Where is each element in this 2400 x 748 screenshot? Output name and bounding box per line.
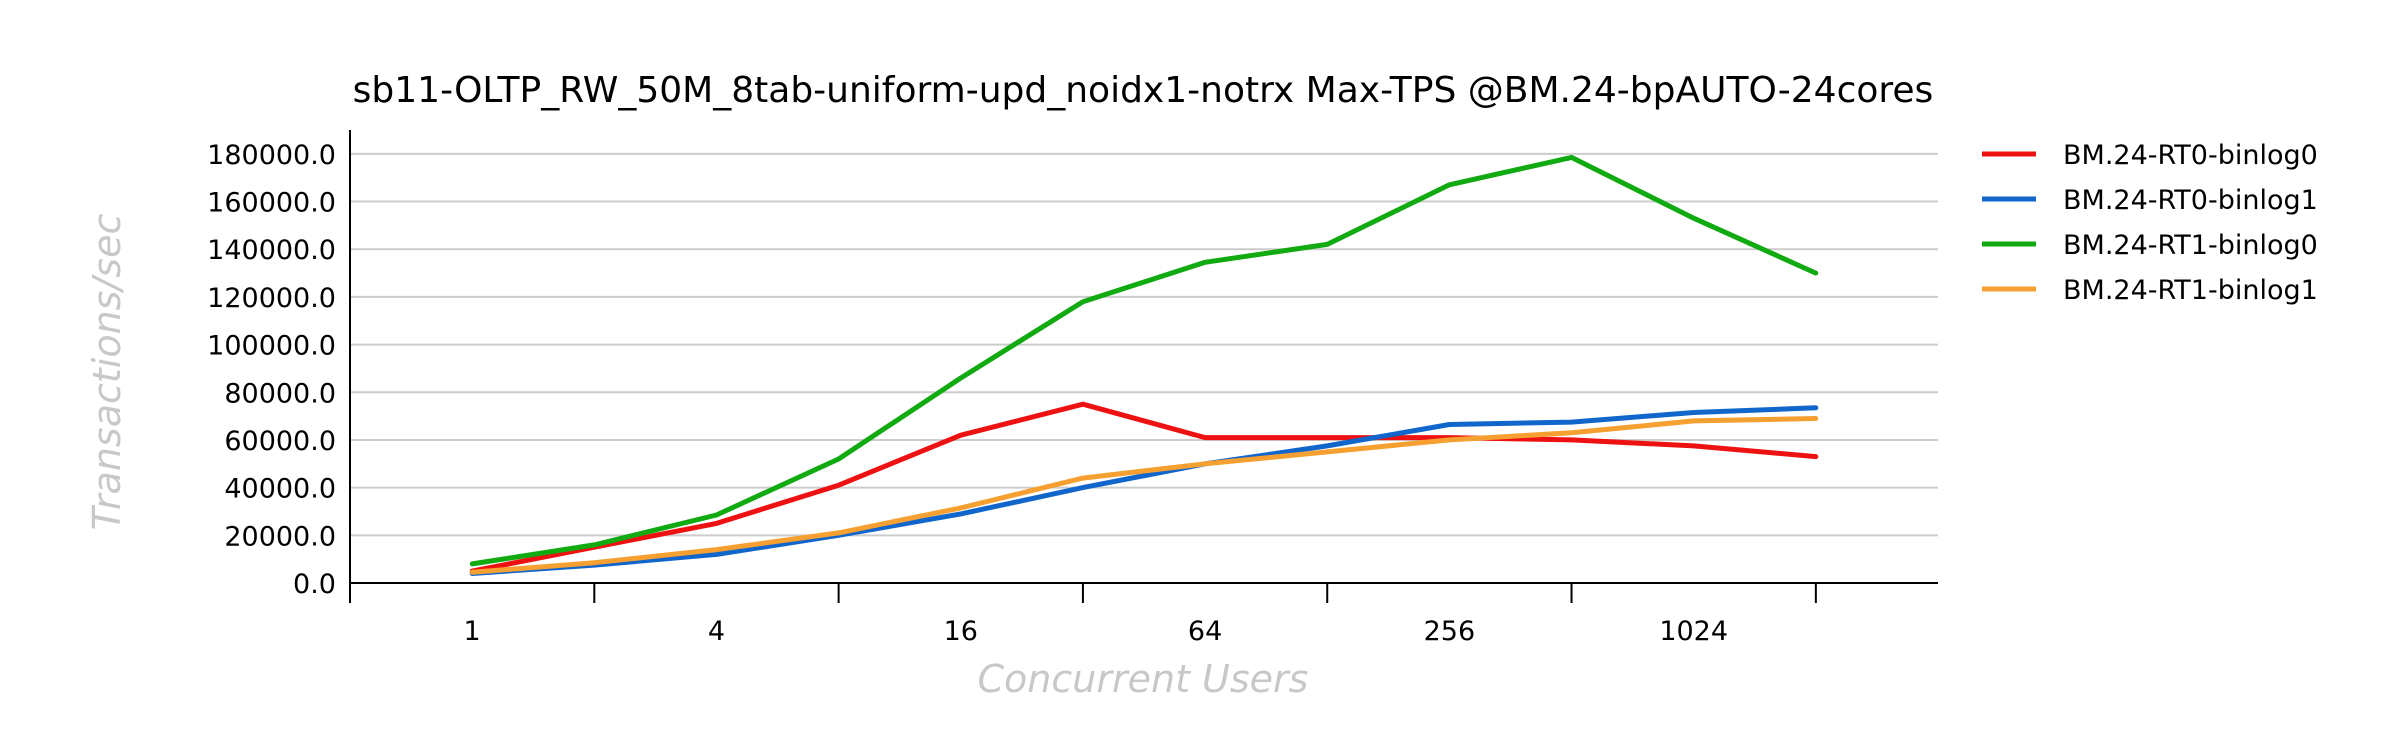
series-line-2 xyxy=(469,405,1819,576)
y-tick-label: 20000.0 xyxy=(224,521,336,552)
chart-title: sb11-OLTP_RW_50M_8tab-uniform-upd_noidx1… xyxy=(353,70,1934,111)
x-axis-label: Concurrent Users xyxy=(978,657,1309,701)
series-line-3 xyxy=(469,154,1819,567)
x-tick-label: 1 xyxy=(464,616,481,647)
y-tick-label: 180000.0 xyxy=(207,140,336,171)
gridlines xyxy=(350,152,1938,537)
x-tick-label: 64 xyxy=(1188,616,1222,647)
y-tick-label: 0.0 xyxy=(293,569,336,600)
x-tick-label: 4 xyxy=(708,616,725,647)
y-tick-label: 60000.0 xyxy=(224,426,336,457)
y-tick-label: 160000.0 xyxy=(207,188,336,219)
legend-label: BM.24-RT1-binlog0 xyxy=(2063,230,2318,261)
x-tick-label: 16 xyxy=(944,616,978,647)
y-tick-label: 40000.0 xyxy=(224,474,336,505)
y-tick-label: 100000.0 xyxy=(207,331,336,362)
y-tick-label: 120000.0 xyxy=(207,283,336,314)
series-line-4 xyxy=(469,416,1819,575)
axes: 0.0 20000.0 40000.0 60000.0 80000.0 100000.0 1… xyxy=(207,130,1938,647)
x-tick-label: 256 xyxy=(1424,616,1476,647)
x-tick-label: 1024 xyxy=(1659,616,1728,647)
legend-label: BM.24-RT0-binlog1 xyxy=(2063,185,2318,216)
y-tick-label: 80000.0 xyxy=(224,378,336,409)
y-tick-label: 140000.0 xyxy=(207,235,336,266)
legend-label: BM.24-RT0-binlog0 xyxy=(2063,140,2318,171)
series-lines xyxy=(469,154,1819,576)
y-axis-label: Transactions/sec xyxy=(85,214,129,531)
series-line-1 xyxy=(469,401,1819,574)
legend: BM.24-RT0-binlog0 BM.24-RT0-binlog1 BM.24-… xyxy=(1982,140,2318,306)
legend-label: BM.24-RT1-binlog1 xyxy=(2063,275,2318,306)
